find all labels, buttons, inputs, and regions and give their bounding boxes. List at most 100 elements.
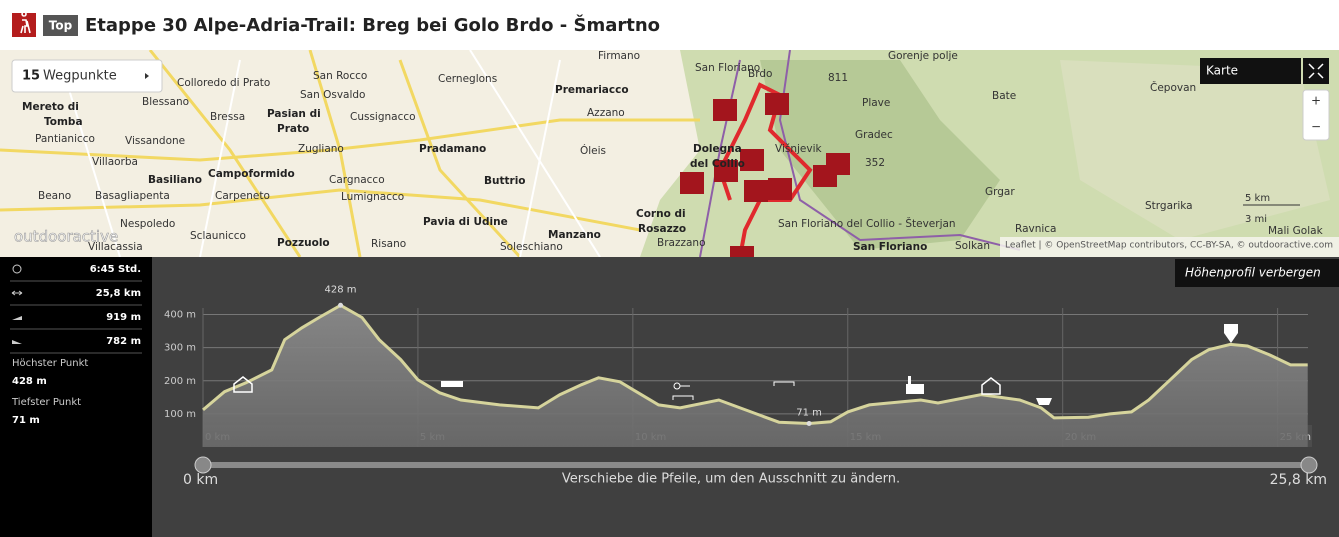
place-label: Pozzuolo [277,237,330,249]
place-label: Rosazzo [638,223,686,235]
slider-handle-end[interactable] [1300,456,1318,474]
elevation-line [202,303,1308,426]
place-label: Nespoledo [120,218,175,230]
extreme-point [338,302,344,308]
place-label: Villaorba [92,156,138,168]
scale-mi: 3 mi [1245,214,1267,225]
y-tick-label: 400 m [164,310,196,321]
place-label: Pavia di Udine [423,216,508,228]
ascent-icon [12,316,22,320]
place-label: Plave [862,97,890,109]
place-label: Vissandone [125,135,185,147]
roads [0,50,700,257]
zoom-out[interactable]: − [1311,120,1321,134]
extreme-point [806,420,812,426]
attribution[interactable]: Leaflet | © OpenStreetMap contributors, … [1005,241,1333,251]
waypoints-button[interactable] [11,59,163,93]
slider-handle-start[interactable] [194,456,212,474]
route-markers [680,93,850,257]
zoom-control [1302,89,1330,141]
place-label: San Osvaldo [300,89,365,101]
place-label: Grgar [985,186,1015,198]
layer-button[interactable] [1200,58,1301,84]
place-label: Pasian di [267,108,321,120]
ascent: 919 m [106,312,141,323]
place-label: Lumignacco [341,191,404,203]
duration: 6:45 Std. [90,264,141,275]
hiker-glyph [20,11,31,34]
place-label: Manzano [548,229,601,241]
place-label: Dolegna [693,143,742,155]
extreme-label: 71 m [796,407,822,418]
profile-icons [233,324,1238,405]
minor-roads [59,50,601,257]
place-label: Firmano [598,50,640,62]
hills-dark [760,60,1000,250]
map[interactable]: Colloredo di Prato San Rocco Cerneglons Pre… [0,50,1339,260]
place-label: Tomba [44,116,83,128]
place-label: Campoformido [208,168,295,180]
fullscreen-button[interactable] [1303,58,1329,84]
route [717,82,813,257]
place-label: Buttrio [484,175,526,187]
descent-icon [12,340,22,344]
place-label: Solkan [955,240,990,252]
extreme-label: 428 m [325,284,357,295]
elevation-area [203,305,1308,447]
hills-light [1060,60,1330,240]
y-tick-label: 200 m [164,376,196,387]
slider-start: 0 km [183,472,218,488]
highest: 428 m [12,376,47,387]
place-label: Cussignacco [350,111,416,123]
place-label: Brdo [748,68,772,80]
layer-label: Karte [1206,64,1238,78]
place-label: Mereto di [22,101,79,113]
place-label: Pantianicco [35,133,95,145]
place-label: Basiliano [148,174,202,186]
slider-track [203,462,1312,468]
place-label: Colloredo di Prato [177,77,270,89]
place-label: Cerneglons [438,73,497,85]
place-label: Corno di [636,208,686,220]
page-title: Etappe 30 Alpe-Adria-Trail: Breg bei Gol… [85,14,660,36]
place-label: Gorenje polje [888,50,958,62]
place-label: del Collio [690,158,745,170]
clock-icon [12,264,22,274]
place-label: Prato [277,123,309,135]
place-label: Cargnacco [329,174,385,186]
place-label: Bate [992,90,1016,102]
place-label: Bressa [210,111,245,123]
stats-panel [0,257,152,537]
attribution-bg [1000,237,1339,257]
place-label: Premariacco [555,84,629,96]
highest-label: Höchster Punkt [12,358,88,369]
place-label: Ravnica [1015,223,1057,235]
toggle-label: Höhenprofil verbergen [1185,266,1321,280]
place-label: Villacassia [88,241,143,253]
place-label: 352 [865,157,885,169]
place-label: San Floriano [695,62,760,74]
header [0,0,1339,50]
place-label: Azzano [587,107,625,119]
place-label: Višnjevik [775,143,823,155]
place-label: Beano [38,190,71,202]
chevron [145,73,149,79]
place-label: Pradamano [419,143,486,155]
lowest: 71 m [12,415,40,426]
place-label: Gradec [855,129,893,141]
badge-text: Top [49,19,73,33]
place-label: Soleschiano [500,241,563,253]
lowest-label: Tiefster Punkt [11,397,81,408]
place-label: San Floriano [853,241,927,253]
toggle-button[interactable] [1175,259,1339,287]
place-label: Brazzano [657,237,706,249]
place-label: Óleis [580,144,606,157]
place-label: San Floriano del Collio - Števerjan [778,217,956,230]
zoom-in[interactable]: + [1311,94,1321,108]
waypoints-label: Wegpunkte [43,69,117,84]
slider-hint: Verschiebe die Pfeile, um den Ausschnitt… [562,472,900,487]
place-label: Basagliapenta [95,190,170,202]
place-label: Sclaunicco [190,230,246,242]
place-label: Mali Golak [1268,225,1324,237]
